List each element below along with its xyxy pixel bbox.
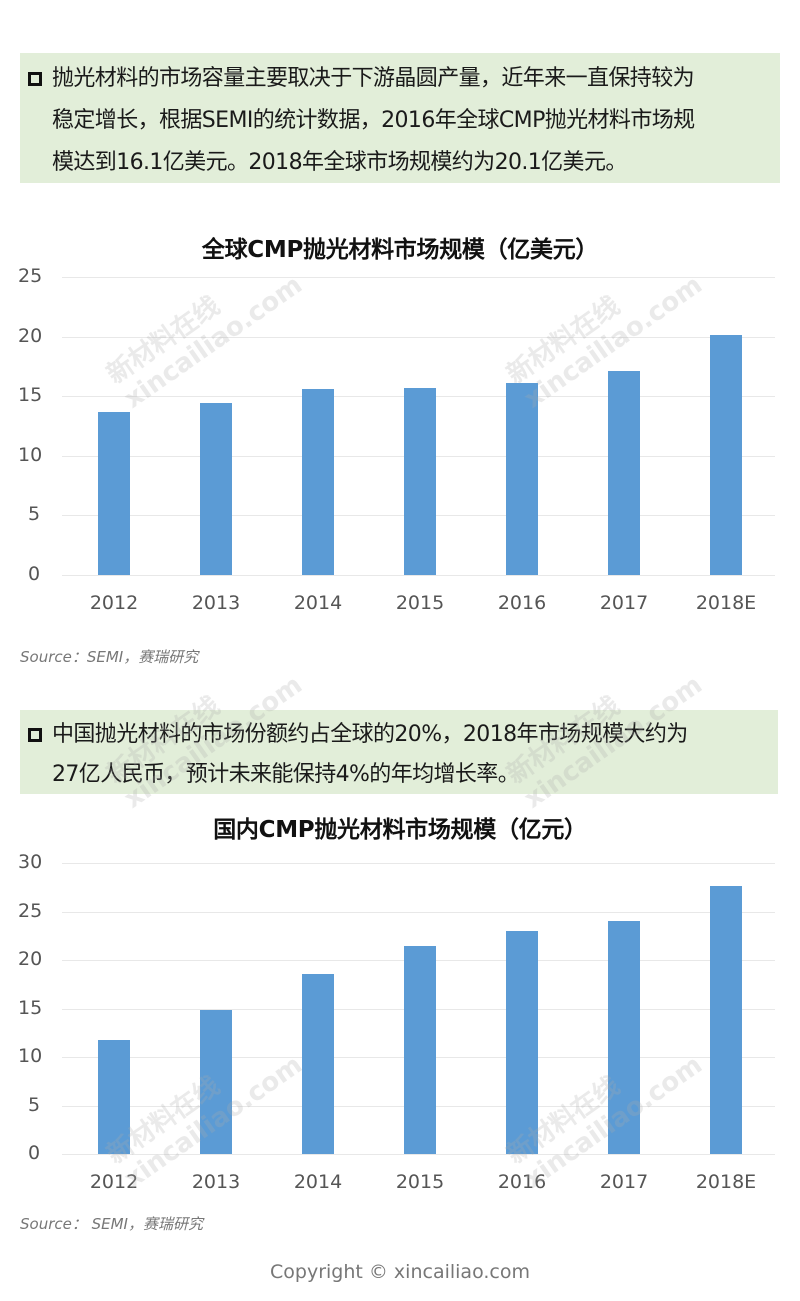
y-axis-tick-label: 5 bbox=[28, 503, 41, 525]
bar bbox=[710, 886, 742, 1154]
gridline bbox=[62, 277, 775, 278]
y-axis-tick-label: 0 bbox=[28, 563, 41, 585]
source-note: Source：SEMI，赛瑞研究 bbox=[20, 648, 199, 666]
x-axis-tick-label: 2015 bbox=[395, 592, 445, 614]
bar bbox=[200, 1010, 232, 1154]
source-note: Source： SEMI，赛瑞研究 bbox=[20, 1215, 203, 1233]
note-line: 27亿人民币，预计未来能保持4%的年均增长率。 bbox=[52, 762, 520, 787]
bar bbox=[302, 974, 334, 1154]
bar bbox=[608, 921, 640, 1154]
x-axis-tick-label: 2016 bbox=[497, 1171, 547, 1193]
x-axis-tick-label: 2015 bbox=[395, 1171, 445, 1193]
gridline bbox=[62, 1154, 775, 1155]
x-axis-tick-label: 2014 bbox=[293, 592, 343, 614]
note-line: 模达到16.1亿美元。2018年全球市场规模约为20.1亿美元。 bbox=[52, 150, 627, 175]
bar bbox=[506, 383, 538, 575]
y-axis-tick-label: 20 bbox=[18, 948, 43, 970]
summary-note-global: 抛光材料的市场容量主要取决于下游晶圆产量，近年来一直保持较为 稳定增长，根据SE… bbox=[20, 53, 780, 183]
bar bbox=[404, 388, 436, 575]
x-axis-tick-label: 2013 bbox=[191, 1171, 241, 1193]
watermark: 新材料在线 xincailiao.com bbox=[101, 269, 308, 415]
x-axis-tick-label: 2017 bbox=[599, 1171, 649, 1193]
bar bbox=[608, 371, 640, 575]
chart-title-china: 国内CMP抛光材料市场规模（亿元） bbox=[213, 817, 587, 843]
y-axis-tick-label: 20 bbox=[18, 325, 43, 347]
summary-note-china: 中国抛光材料的市场份额约占全球的20%，2018年市场规模大约为 27亿人民币，… bbox=[20, 710, 778, 794]
bar bbox=[710, 335, 742, 575]
chart-title-global: 全球CMP抛光材料市场规模（亿美元） bbox=[201, 237, 599, 263]
y-axis-tick-label: 10 bbox=[18, 444, 43, 466]
x-axis-tick-label: 2017 bbox=[599, 592, 649, 614]
x-axis-tick-label: 2018E bbox=[695, 592, 757, 614]
bar bbox=[506, 931, 538, 1154]
x-axis-tick-label: 2013 bbox=[191, 592, 241, 614]
gridline bbox=[62, 863, 775, 864]
y-axis-tick-label: 15 bbox=[18, 384, 43, 406]
square-bullet-icon bbox=[28, 728, 42, 742]
y-axis-tick-label: 10 bbox=[18, 1045, 43, 1067]
y-axis-tick-label: 5 bbox=[28, 1094, 41, 1116]
bar bbox=[200, 403, 232, 575]
copyright-footer: Copyright © xincailiao.com bbox=[270, 1261, 530, 1283]
square-bullet-icon bbox=[28, 72, 42, 86]
x-axis-tick-label: 2012 bbox=[89, 1171, 139, 1193]
note-line: 抛光材料的市场容量主要取决于下游晶圆产量，近年来一直保持较为 bbox=[52, 66, 695, 91]
bar bbox=[98, 1040, 130, 1154]
y-axis-tick-label: 15 bbox=[18, 997, 43, 1019]
x-axis-tick-label: 2012 bbox=[89, 592, 139, 614]
x-axis-tick-label: 2016 bbox=[497, 592, 547, 614]
y-axis-tick-label: 0 bbox=[28, 1142, 41, 1164]
gridline bbox=[62, 575, 775, 576]
y-axis-tick-label: 25 bbox=[18, 900, 43, 922]
y-axis-tick-label: 25 bbox=[18, 265, 43, 287]
gridline bbox=[62, 912, 775, 913]
bar bbox=[302, 389, 334, 575]
y-axis-tick-label: 30 bbox=[18, 851, 43, 873]
bar bbox=[404, 946, 436, 1154]
note-line: 中国抛光材料的市场份额约占全球的20%，2018年市场规模大约为 bbox=[52, 722, 688, 747]
note-line: 稳定增长，根据SEMI的统计数据，2016年全球CMP抛光材料市场规 bbox=[52, 108, 695, 133]
x-axis-tick-label: 2014 bbox=[293, 1171, 343, 1193]
bar bbox=[98, 412, 130, 575]
gridline bbox=[62, 337, 775, 338]
x-axis-tick-label: 2018E bbox=[695, 1171, 757, 1193]
